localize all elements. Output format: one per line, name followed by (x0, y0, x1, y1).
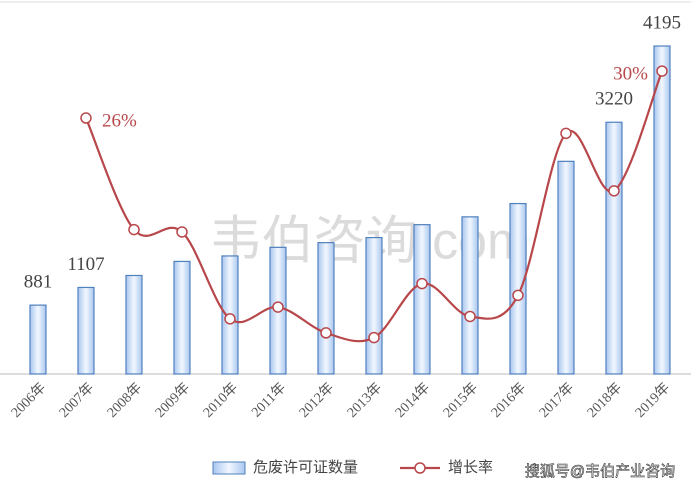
bar-value-label: 4195 (643, 12, 681, 33)
bar (557, 160, 575, 375)
line-point (512, 289, 524, 302)
bar (173, 260, 191, 375)
line-point (656, 65, 668, 77)
line-point (416, 277, 428, 290)
legend-swatch (414, 462, 426, 474)
bar (317, 242, 335, 375)
bar-value-label: 881 (24, 271, 53, 292)
line-point (368, 331, 380, 344)
bar (77, 286, 95, 375)
x-tick-label: 2010年 (200, 380, 241, 421)
x-tick-label: 2009年 (152, 380, 193, 421)
source: 搜狐号@韦伯产业咨询 (525, 463, 675, 480)
line-point (464, 310, 476, 323)
line-point (128, 223, 140, 236)
bar (125, 274, 143, 375)
x-tick-label: 2015年 (440, 380, 481, 421)
bar (413, 224, 431, 375)
x-tick-label: 2007年 (56, 380, 97, 421)
line-point (560, 127, 572, 140)
x-tick-label: 2012年 (296, 380, 337, 421)
bar (29, 304, 47, 375)
bar (365, 236, 383, 375)
line-point (80, 112, 92, 124)
line-point (320, 327, 332, 339)
bar (461, 216, 479, 375)
x-tick-label: 2019年 (632, 380, 673, 421)
legend-label: 危废许可证数量 (253, 459, 358, 476)
bar-value-label: 3220 (595, 89, 633, 110)
bar (605, 121, 623, 375)
line-point (272, 301, 284, 313)
legend-label: 增长率 (448, 459, 493, 476)
bar-value-label: 1107 (67, 254, 104, 275)
bar (653, 45, 671, 375)
x-tick-label: 2011年 (248, 380, 289, 421)
x-tick-label: 2013年 (344, 380, 385, 421)
x-tick-label: 2006年 (8, 380, 49, 421)
x-tick-label: 2018年 (584, 380, 625, 421)
x-tick-label: 2017年 (536, 380, 577, 421)
bar (509, 202, 527, 375)
line-point (224, 313, 236, 325)
x-tick-label: 2014年 (392, 380, 433, 421)
x-tick-label: 2008年 (104, 380, 145, 421)
line-value-label: 30% (613, 63, 648, 84)
line-point (608, 185, 620, 197)
x-tick-label: 2016年 (488, 380, 529, 421)
line-value-label: 26% (102, 110, 137, 131)
line-point (176, 226, 188, 238)
legend-swatch (212, 461, 246, 475)
